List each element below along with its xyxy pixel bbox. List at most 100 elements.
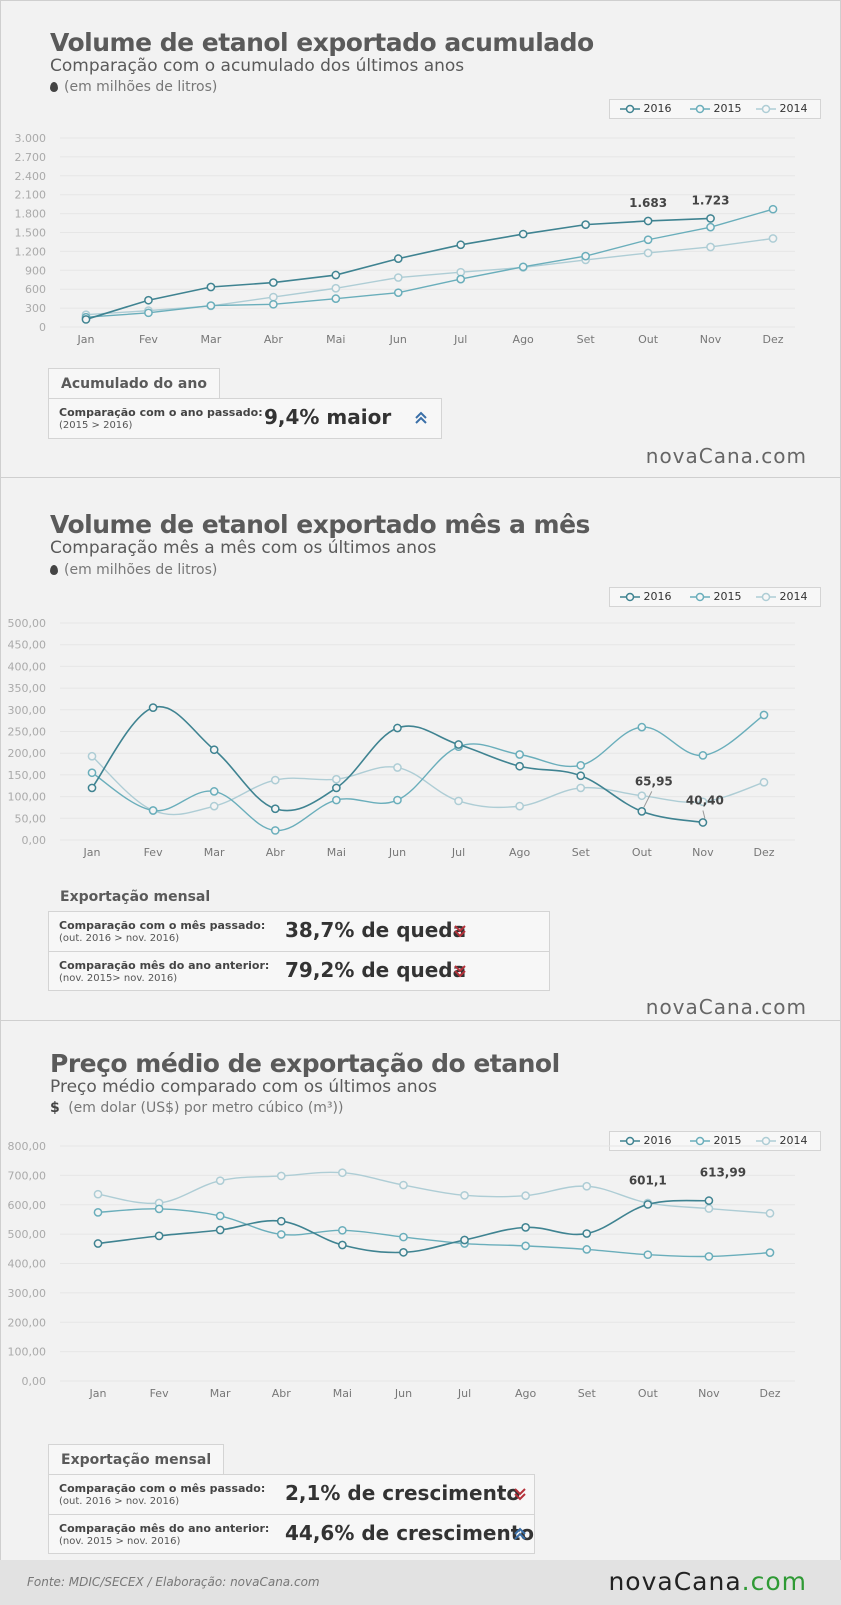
data-point-2016 — [87, 783, 97, 793]
data-point-2016 — [393, 254, 403, 263]
section1-subtitle: Comparação com o acumulado dos últimos a… — [50, 56, 465, 76]
series-line-2014 — [97, 1171, 771, 1214]
data-point-2016 — [518, 229, 528, 239]
data-point-2014 — [87, 751, 97, 761]
data-point-2014 — [637, 791, 647, 801]
legend-item-2016: 2016 — [620, 590, 672, 603]
data-point-2014 — [209, 801, 219, 811]
y-tick-label: 2.100 — [15, 189, 47, 202]
y-tick-label: 700,00 — [8, 1169, 47, 1182]
section3-unit-text: (em dolar (US$) por metro cúbico (m³)) — [68, 1100, 344, 1116]
row-value: 38,7% de queda — [285, 918, 467, 942]
legend-label: 2016 — [643, 102, 672, 115]
legend-item-2015: 2015 — [690, 590, 742, 603]
dollar-icon: $ — [50, 1100, 60, 1116]
annotation-leader — [643, 791, 653, 808]
legend-item-2016: 2016 — [620, 1134, 672, 1147]
data-point-2016 — [338, 1240, 347, 1250]
data-point-2015 — [456, 274, 466, 284]
section3-row-1: Comparação com o mês passado: (out. 2016… — [49, 1475, 534, 1513]
x-tick-label: Jan — [89, 1387, 107, 1400]
data-point-2015 — [643, 235, 653, 245]
x-tick-label: Out — [632, 846, 653, 859]
y-tick-label: 300 — [25, 302, 46, 315]
legend-2: 2016 2015 2014 — [609, 587, 821, 607]
row-sub: (out. 2016 > nov. 2016) — [59, 933, 180, 944]
data-point-2016 — [637, 807, 647, 816]
y-tick-label: 50,00 — [15, 812, 47, 825]
data-point-2015 — [643, 1250, 653, 1260]
row-label: Comparação mês do ano anterior: — [59, 959, 270, 972]
y-tick-label: 0,00 — [22, 1375, 47, 1388]
y-tick-label: 3.000 — [15, 132, 47, 145]
section1-unit: (em milhões de litros) — [50, 79, 217, 95]
data-point-2016 — [704, 1196, 714, 1205]
x-tick-label: Nov — [698, 1387, 720, 1400]
x-tick-label: Abr — [272, 1387, 292, 1400]
data-point-2014 — [582, 1181, 592, 1191]
section2-row-2: Comparação mês do ano anterior: (nov. 20… — [49, 951, 549, 990]
data-point-2016 — [93, 1239, 103, 1248]
data-point-2016 — [393, 723, 402, 733]
x-tick-label: Jun — [394, 1387, 412, 1400]
data-point-2015 — [759, 710, 769, 720]
divider — [0, 1020, 841, 1021]
data-point-2014 — [704, 1204, 714, 1213]
data-label: 65,95 — [635, 774, 673, 788]
data-point-2015 — [393, 795, 402, 805]
y-tick-label: 2.400 — [15, 170, 47, 183]
row-label: Comparação mês do ano anterior: — [59, 1522, 270, 1535]
data-point-2014 — [338, 1168, 347, 1178]
chart-accumulated: 0 300 600 900 1.200 1.500 1.800 2.100 2.400 2.700… — [15, 132, 795, 346]
data-point-2014 — [215, 1176, 225, 1186]
chart-monthly: 0,00 50,00 100,00 150,00 200,00 250,00 300,00 3… — [8, 617, 795, 859]
logo-main: novaCana — [608, 1567, 742, 1596]
data-point-2015 — [706, 222, 715, 232]
data-point-2016 — [215, 1225, 225, 1235]
section1-logo: novaCana.com — [645, 444, 807, 468]
section3-tab: Exportação mensal — [48, 1444, 225, 1475]
section1-box: Comparação com o ano passado: (2015 > 20… — [48, 398, 442, 439]
x-tick-label: Nov — [700, 333, 722, 346]
legend-label: 2014 — [779, 102, 808, 115]
data-point-2015 — [215, 1211, 225, 1221]
y-tick-label: 250,00 — [8, 726, 47, 739]
data-point-2015 — [331, 294, 341, 303]
row-label: Comparação com o ano passado: — [59, 406, 263, 419]
legend-label: 2014 — [779, 590, 808, 603]
x-tick-label: Nov — [692, 846, 714, 859]
legend-label: 2014 — [779, 1134, 808, 1147]
section3-row-2: Comparação mês do ano anterior: (nov. 20… — [49, 1514, 534, 1553]
x-tick-label: Abr — [266, 846, 286, 859]
legend-label: 2015 — [713, 102, 742, 115]
legend-label: 2015 — [713, 590, 742, 603]
x-tick-label: Ago — [513, 333, 535, 346]
data-point-2014 — [521, 1191, 530, 1200]
data-point-2016 — [582, 1229, 592, 1238]
x-tick-label: Abr — [264, 333, 284, 346]
legend-item-2014: 2014 — [756, 1134, 808, 1147]
data-point-2015 — [87, 768, 97, 778]
x-tick-label: Out — [638, 333, 659, 346]
x-tick-label: Mai — [333, 1387, 352, 1400]
section2-subtitle: Comparação mês a mês com os últimos anos — [50, 538, 437, 558]
x-tick-label: Ago — [509, 846, 531, 859]
data-point-2014 — [765, 1208, 775, 1218]
data-point-2015 — [393, 288, 403, 298]
section1-row: Comparação com o ano passado: (2015 > 20… — [49, 399, 441, 437]
section3-box: Comparação com o mês passado: (out. 2016… — [48, 1474, 535, 1554]
data-point-2014 — [93, 1189, 103, 1199]
data-point-2014 — [393, 763, 402, 772]
row-value: 2,1% de crescimento — [285, 1481, 521, 1505]
series-line-2016 — [91, 705, 704, 824]
y-tick-label: 2.700 — [15, 151, 47, 164]
y-tick-label: 800,00 — [8, 1140, 47, 1153]
source-note: Fonte: MDIC/SECEX / Elaboração: novaCana… — [27, 1575, 320, 1589]
x-tick-label: Dez — [753, 846, 774, 859]
x-tick-label: Ago — [515, 1387, 537, 1400]
footer-logo: novaCana.com — [608, 1567, 807, 1596]
series-line-2015 — [85, 208, 774, 318]
data-point-2015 — [637, 722, 647, 732]
section1-unit-text: (em milhões de litros) — [64, 79, 218, 95]
section3-unit: $ (em dolar (US$) por metro cúbico (m³)) — [50, 1100, 343, 1116]
